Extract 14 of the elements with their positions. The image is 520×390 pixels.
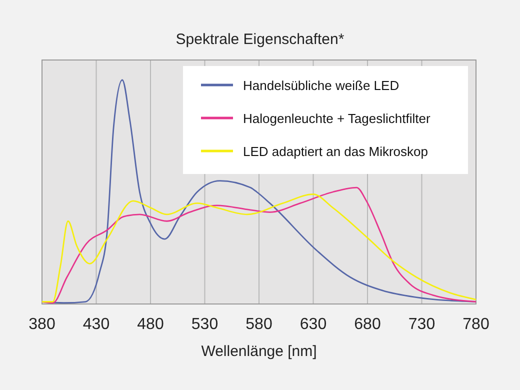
x-tick-label: 730 [408, 316, 436, 333]
legend-label: LED adaptiert an das Mikroskop [243, 144, 428, 159]
x-tick-label: 580 [246, 316, 272, 333]
x-tick-label: 780 [462, 316, 490, 333]
chart-title: Spektrale Eigenschaften* [176, 31, 344, 48]
legend-label: Handelsübliche weiße LED [243, 78, 400, 93]
x-tick-label: 630 [300, 316, 327, 333]
x-tick-label: 380 [28, 316, 56, 333]
x-tick-label: 530 [191, 316, 218, 333]
x-axis-title: Wellenlänge [nm] [201, 343, 317, 360]
x-tick-label: 430 [82, 316, 110, 333]
legend-label: Halogenleuchte + Tageslichtfilter [243, 111, 431, 126]
x-tick-label: 480 [137, 316, 164, 333]
x-tick-label: 680 [354, 316, 381, 333]
